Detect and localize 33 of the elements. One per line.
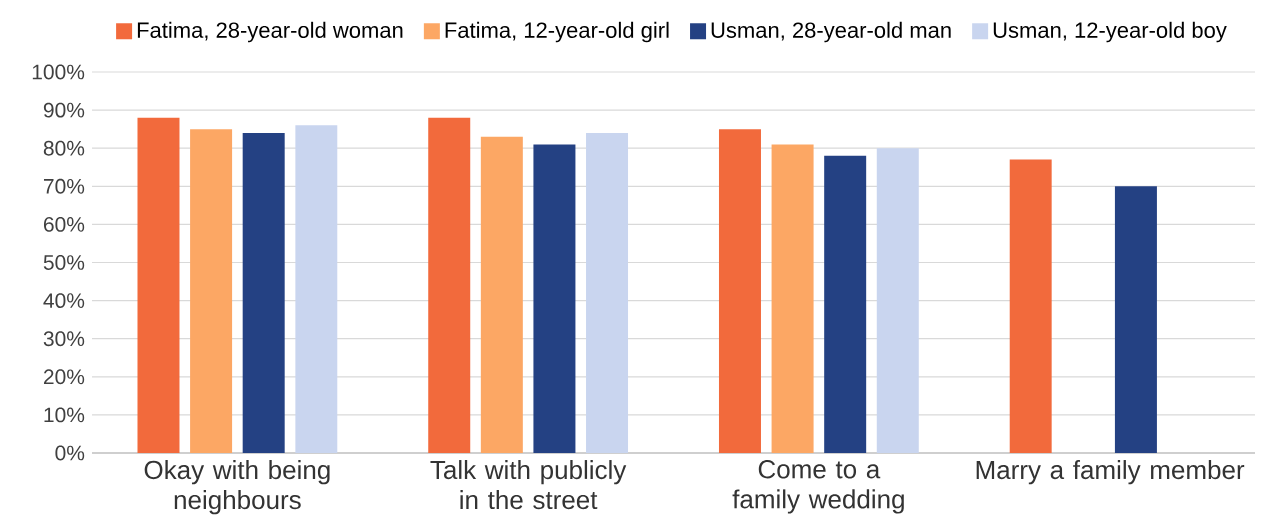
x-tick-label: Talk with publicly in the street (430, 460, 627, 510)
y-tick-label: 0% (55, 445, 85, 461)
x-tick-label: Okay with being neighbours (144, 460, 330, 515)
y-tick-label: 70% (43, 178, 85, 194)
y-tick-label: 10% (44, 407, 85, 423)
bar (428, 117, 471, 453)
legend-label: Fatima, 28-year-old woman (137, 21, 403, 43)
legend-label: Usman, 28-year-old man (711, 21, 951, 43)
y-tick-label: 30% (43, 331, 85, 347)
bar (190, 129, 233, 453)
bar (533, 144, 576, 453)
y-tick-label: 90% (43, 102, 85, 118)
y-tick-label: 20% (43, 369, 85, 385)
bar (771, 144, 814, 453)
y-tick-label: 80% (43, 140, 85, 156)
legend-label: Fatima, 12-year-old girl (445, 21, 669, 43)
bar (137, 117, 180, 453)
bar (586, 132, 629, 453)
x-tick-label: Marry a family member (976, 460, 1245, 485)
bar (1114, 186, 1157, 453)
bar (242, 132, 285, 453)
bar (1009, 159, 1052, 453)
y-tick-label: 40% (43, 293, 85, 309)
y-tick-label: 50% (43, 255, 85, 270)
bar (876, 148, 919, 453)
bar (824, 155, 867, 453)
bar (295, 125, 338, 453)
y-tick-label: 100% (32, 64, 85, 80)
legend-label: Usman, 12-year-old boy (993, 21, 1227, 43)
bar (718, 129, 761, 453)
x-tick-label: Come to a family wedding (732, 460, 904, 514)
bar (480, 136, 523, 453)
y-tick-label: 60% (43, 216, 85, 232)
